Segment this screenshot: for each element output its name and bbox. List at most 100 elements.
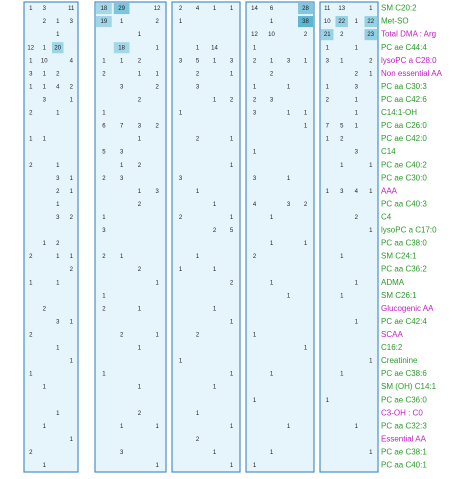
cell-value: 1 — [56, 346, 60, 352]
cell-value: 7 — [120, 124, 124, 130]
cell-value: 1 — [355, 111, 359, 117]
cell-value: 1 — [102, 215, 106, 221]
cell-value: 2 — [230, 97, 234, 103]
cell-value: 1 — [230, 215, 234, 221]
row-label: C4 — [381, 213, 392, 222]
cell-value: 1 — [287, 293, 291, 299]
cell — [113, 3, 130, 15]
row-label: Creatinine — [381, 356, 418, 365]
cell-value: 1 — [253, 45, 257, 51]
cell-value: 1 — [179, 19, 183, 25]
row-label: PC ae C40:2 — [381, 160, 427, 169]
cell-value: 1 — [29, 137, 33, 143]
row-label: C14:1-OH — [381, 108, 417, 117]
cell-value: 3 — [179, 176, 183, 182]
cell-value: 1 — [287, 84, 291, 90]
cell — [335, 16, 348, 28]
cell-value: 1 — [369, 163, 373, 169]
cell-value: 1 — [43, 71, 47, 77]
cell-value: 1 — [355, 19, 359, 25]
cell-value: 1 — [155, 332, 159, 338]
cell-value: 3 — [326, 58, 330, 64]
row-label: C3-OH : C0 — [381, 408, 423, 417]
cell — [113, 42, 130, 54]
cell — [96, 3, 112, 15]
cell-value: 1 — [43, 45, 47, 51]
cell-value: 22 — [338, 19, 345, 25]
cell-value: 1 — [270, 58, 274, 64]
cell-value: 11 — [68, 6, 75, 12]
cell-value: 2 — [369, 58, 373, 64]
row-label: PC aa C40:1 — [381, 461, 427, 470]
cell-value: 5 — [196, 58, 200, 64]
cell-value: 11 — [324, 6, 331, 12]
cell-value: 2 — [253, 97, 257, 103]
cell-value: 2 — [29, 450, 33, 456]
cell-value: 1 — [369, 6, 373, 12]
cell-value: 1 — [213, 97, 217, 103]
cell-value: 2 — [179, 215, 183, 221]
row-label: PC aa C40:3 — [381, 199, 427, 208]
row-label: PC ae C38:6 — [381, 369, 427, 378]
cell-value: 1 — [369, 228, 373, 234]
cell-value: 1 — [213, 58, 217, 64]
row-label: SM C20:2 — [381, 4, 417, 13]
cell-value: 3 — [253, 176, 257, 182]
cell-value: 3 — [43, 97, 47, 103]
cell-value: 1 — [355, 97, 359, 103]
cell-value: 1 — [120, 163, 124, 169]
cell-value: 1 — [102, 372, 106, 378]
row-label: PC ae C44:4 — [381, 43, 427, 52]
panel — [23, 1, 79, 473]
row-label: Essential AA — [381, 434, 427, 443]
row-label: C14 — [381, 147, 396, 156]
cell-value: 3 — [120, 84, 124, 90]
cell-value: 1 — [355, 319, 359, 325]
cell-value: 3 — [287, 202, 291, 208]
cell-value: 1 — [43, 424, 47, 430]
row-label: SCAA — [381, 330, 403, 339]
cell-value: 1 — [304, 58, 308, 64]
cell-value: 3 — [56, 319, 60, 325]
cell-value: 19 — [101, 19, 108, 25]
cell-value: 1 — [326, 189, 330, 195]
cell-value: 4 — [355, 189, 359, 195]
cell-value: 1 — [43, 241, 47, 247]
cell-value: 3 — [270, 97, 274, 103]
cell-value: 3 — [56, 215, 60, 221]
cell-value: 1 — [230, 137, 234, 143]
cell-value: 1 — [70, 176, 74, 182]
cell-value: 5 — [230, 228, 234, 234]
cell-value: 3 — [102, 228, 106, 234]
cell-value: 1 — [287, 176, 291, 182]
cell-value: 1 — [56, 202, 60, 208]
panel — [319, 1, 379, 473]
cell-value: 10 — [324, 19, 331, 25]
cell-value: 21 — [324, 32, 331, 38]
cell-value: 3 — [29, 71, 33, 77]
row-label: Non essential AA — [381, 69, 443, 78]
cell-value: 2 — [196, 71, 200, 77]
cell-value: 1 — [253, 150, 257, 156]
cell-value: 1 — [70, 97, 74, 103]
cell — [364, 16, 377, 28]
cell — [298, 16, 313, 28]
row-label: Glucogenic AA — [381, 304, 434, 313]
cell-value: 3 — [120, 176, 124, 182]
cell-value: 4 — [253, 202, 257, 208]
cell-value: 3 — [355, 150, 359, 156]
cell-value: 1 — [155, 45, 159, 51]
cell-value: 2 — [304, 202, 308, 208]
cell-value: 2 — [326, 97, 330, 103]
cell-value: 3 — [120, 450, 124, 456]
cell — [96, 16, 112, 28]
cell-value: 2 — [56, 189, 60, 195]
cell-value: 1 — [138, 385, 142, 391]
cell — [298, 3, 313, 15]
cell-value: 1 — [120, 424, 124, 430]
cell-value: 2 — [138, 97, 142, 103]
cell-value: 12 — [27, 45, 34, 51]
row-label: lysoPC a C28:0 — [381, 56, 437, 65]
row-label: PC aa C42:6 — [381, 95, 427, 104]
